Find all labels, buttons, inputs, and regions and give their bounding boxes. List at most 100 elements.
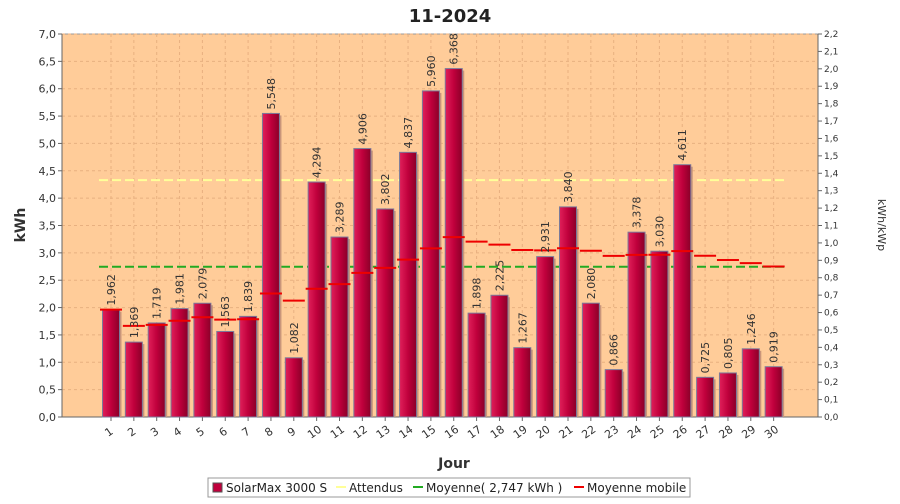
- data-label: 1,981: [174, 273, 187, 305]
- legend-label-moyenne-mobile: Moyenne mobile: [587, 481, 686, 495]
- bar: [581, 302, 600, 418]
- bar: [102, 309, 120, 418]
- x-tick-label: 15: [419, 423, 438, 442]
- data-labels: 1,962 1,369 1,719 1,981 2,079 1,563 1,839 5,548…: [105, 33, 781, 373]
- reference-lines: [99, 179, 786, 268]
- y-tick-label: 1,5: [39, 329, 57, 342]
- data-label: 1,369: [128, 307, 141, 339]
- legend: SolarMax 3000 S Attendus Moyenne( 2,747 …: [207, 477, 691, 498]
- data-label: 1,962: [105, 274, 118, 306]
- y2-tick-label: 1,5: [824, 152, 838, 162]
- y2-tick-label: 0,4: [824, 343, 839, 353]
- y2-axis-label: kWh/kWp: [875, 199, 888, 251]
- x-tick-label: 19: [511, 423, 530, 442]
- data-label: 1,839: [242, 281, 255, 313]
- y-tick-label: 6,0: [39, 83, 57, 96]
- data-label: 5,960: [425, 55, 438, 87]
- data-label: 3,802: [379, 173, 392, 205]
- y2-tick-label: 1,8: [824, 100, 839, 110]
- y2-tick-label: 1,4: [824, 169, 839, 179]
- x-tick-label: 24: [625, 423, 644, 442]
- data-label: 1,267: [516, 312, 529, 344]
- bar: [513, 347, 532, 418]
- legend-box: [207, 477, 691, 498]
- y-tick-label: 5,0: [39, 137, 57, 150]
- y2-tick-label: 0,9: [824, 256, 839, 266]
- data-label: 4,906: [356, 113, 369, 145]
- y2-tick-label: 0,5: [824, 326, 838, 336]
- data-label: 5,548: [265, 78, 278, 110]
- bar: [718, 372, 737, 418]
- legend-label-attendus: Attendus: [349, 481, 403, 495]
- x-tick-label: 16: [442, 423, 461, 442]
- y2-tick-label: 0,6: [824, 309, 839, 319]
- bar: [216, 330, 235, 418]
- x-tick-label: 17: [465, 423, 484, 442]
- y2-tick-label: 1,3: [824, 187, 838, 197]
- y-tick-label: 6,5: [39, 55, 57, 68]
- x-tick-label: 8: [262, 425, 275, 440]
- bar: [764, 366, 783, 418]
- data-label: 2,080: [585, 268, 598, 300]
- data-label: 0,866: [608, 334, 621, 366]
- x-tick-label: 13: [374, 423, 393, 442]
- bar: [353, 148, 372, 418]
- x-tick-label: 23: [602, 423, 621, 442]
- y2-tick-label: 0,3: [824, 361, 838, 371]
- y2-tick-label: 2,2: [824, 30, 838, 40]
- y-tick-label: 0,5: [39, 384, 57, 397]
- y2-tick-label: 1,6: [824, 134, 839, 144]
- data-label: 2,079: [196, 268, 209, 300]
- y2-tick-label: 1,0: [824, 239, 839, 249]
- data-label: 4,837: [402, 117, 415, 149]
- data-label: 3,378: [631, 197, 644, 229]
- bar: [741, 348, 760, 418]
- y-tick-label: 2,0: [39, 302, 57, 315]
- y2-tick-label: 0,8: [824, 274, 839, 284]
- y2-tick-label: 2,0: [824, 65, 839, 75]
- x-tick-label: 21: [557, 423, 576, 442]
- data-label: 1,082: [288, 322, 301, 354]
- x-tick-label: 6: [217, 425, 230, 440]
- legend-swatch-solarmax: [212, 482, 223, 493]
- data-label: 1,563: [219, 296, 232, 328]
- x-tick-label: 9: [285, 425, 298, 440]
- y-tick-label: 4,5: [39, 165, 57, 178]
- data-label: 0,919: [768, 331, 781, 363]
- x-tick-label: 22: [579, 423, 598, 442]
- y2-tick-label: 0,2: [824, 378, 838, 388]
- y-tick-label: 3,0: [39, 247, 57, 260]
- bar: [467, 312, 486, 418]
- data-label: 1,898: [471, 278, 484, 309]
- y-tick-label: 4,0: [39, 192, 57, 205]
- x-tick-label: 26: [671, 423, 690, 442]
- x-tick-label: 30: [762, 423, 781, 442]
- data-label: 6,368: [448, 33, 461, 65]
- data-label: 4,611: [676, 129, 689, 161]
- y2-tick-label: 1,9: [824, 82, 839, 92]
- y2-tick-label: 0,7: [824, 291, 838, 301]
- bar: [650, 250, 669, 418]
- bar: [490, 294, 509, 418]
- bar: [604, 369, 623, 418]
- x-tick-label: 2: [125, 425, 138, 440]
- x-tick-label: 5: [194, 425, 207, 440]
- bar: [376, 208, 395, 418]
- x-tick-label: 18: [488, 423, 507, 442]
- x-tick-label: 10: [305, 423, 324, 442]
- data-label: 3,030: [653, 216, 666, 248]
- data-label: 0,725: [699, 342, 712, 374]
- y2-tick-label: 2,1: [824, 47, 838, 57]
- bar: [444, 68, 463, 418]
- x-tick-label: 14: [397, 423, 416, 442]
- y-tick-label: 0,0: [39, 411, 57, 424]
- y-tick-label: 5,5: [39, 110, 57, 123]
- bar: [261, 112, 280, 418]
- bar: [193, 302, 212, 418]
- bar: [399, 151, 418, 418]
- x-tick-label: 1: [102, 425, 115, 440]
- x-tick-label: 3: [148, 425, 161, 440]
- y-axis-label: kWh: [13, 208, 29, 243]
- data-label: 1,719: [151, 287, 164, 319]
